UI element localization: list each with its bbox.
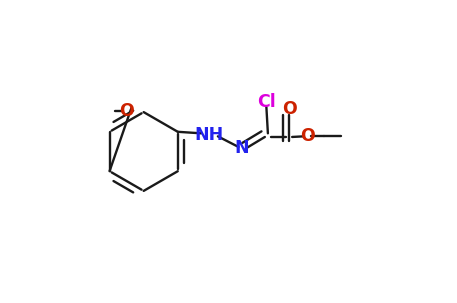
Text: O: O: [120, 102, 134, 120]
Text: Cl: Cl: [257, 92, 276, 111]
Text: N: N: [235, 139, 250, 158]
Text: O: O: [300, 127, 315, 145]
Text: O: O: [282, 100, 297, 118]
Text: NH: NH: [194, 126, 223, 144]
